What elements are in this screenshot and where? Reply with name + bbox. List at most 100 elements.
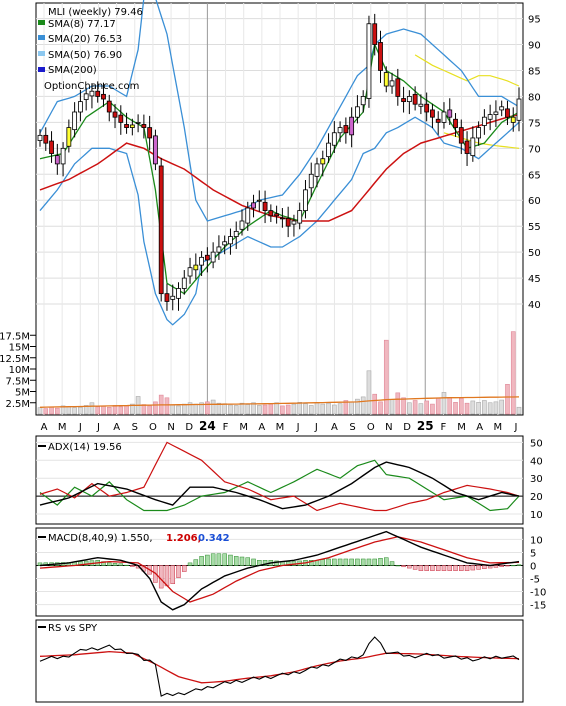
volume-bar	[482, 400, 487, 415]
candle-body	[262, 201, 268, 212]
volume-bar	[55, 407, 60, 415]
candle-body	[320, 158, 326, 165]
candle-body	[360, 96, 366, 106]
candle-body	[285, 218, 291, 227]
price-legend: MLI (weekly) 79.46 SMA(8) 77.17 SMA(20) …	[38, 7, 143, 92]
macd-histogram-bar	[124, 564, 129, 566]
macd-histogram-bar	[274, 560, 279, 566]
volume-bar	[412, 400, 418, 415]
volume-bar	[170, 404, 176, 415]
candle-body	[418, 103, 424, 107]
volume-bar	[447, 397, 453, 415]
macd-tick-label: -5	[530, 575, 540, 586]
volume-bar	[130, 403, 135, 415]
macd-histogram-bar	[222, 553, 227, 566]
candle-body	[383, 72, 389, 87]
month-tick-label: A	[258, 422, 265, 433]
rs-label: RS vs SPY	[48, 623, 98, 634]
candle-body	[331, 132, 337, 146]
adx-minus-di-line	[39, 441, 520, 512]
volume-bar	[251, 402, 256, 415]
macd-histogram-bar	[424, 565, 429, 571]
volume-bar	[187, 402, 193, 415]
volume-bar	[95, 406, 101, 415]
candle-body	[424, 103, 430, 113]
candle-body	[239, 220, 245, 230]
legend-sma8: SMA(8) 77.17	[48, 19, 116, 30]
legend-swatch-sma8	[38, 20, 45, 25]
price-tick-label: 95	[528, 15, 541, 26]
candle-body	[505, 108, 510, 118]
macd-line	[39, 530, 520, 611]
volume-bar	[343, 400, 349, 415]
candle-body	[303, 189, 308, 212]
volume-bar	[153, 401, 158, 415]
candle-body	[372, 23, 378, 45]
volume-bar	[233, 405, 239, 415]
candle-body	[124, 124, 129, 128]
macd-histogram-bar	[372, 558, 377, 566]
macd-histogram-bar	[418, 565, 424, 571]
candle-body	[412, 93, 418, 105]
macd-histogram-bar	[170, 565, 175, 584]
candle-body	[458, 127, 464, 144]
volume-bar	[49, 406, 54, 415]
macd-histogram-bar	[453, 565, 458, 571]
volume-bar	[285, 404, 291, 415]
macd-histogram-bar	[199, 556, 204, 566]
sma20-upper-band	[39, 0, 145, 134]
candle-body	[297, 210, 303, 224]
adx-tick-label: 40	[530, 456, 543, 467]
candle-body	[441, 111, 447, 123]
candle-body	[516, 98, 522, 121]
macd-histogram-bar	[205, 554, 210, 566]
macd-histogram-bar	[499, 565, 504, 567]
candle-body	[72, 111, 78, 131]
volume-bar	[297, 401, 302, 415]
macd-histogram-bar	[505, 565, 510, 567]
volume-bar	[239, 402, 245, 415]
grid-lines	[36, 3, 523, 606]
volume-bar	[274, 402, 279, 415]
macd-histogram-bar	[337, 558, 343, 566]
legend-sma50: SMA(50) 76.90	[48, 50, 122, 61]
adx-line	[39, 461, 520, 510]
candle-body	[83, 93, 89, 100]
adx-tick-label: 20	[530, 492, 543, 503]
volume-bar	[60, 405, 66, 415]
macd-histogram-bar	[130, 565, 135, 567]
macd-histogram-bar	[435, 565, 441, 571]
month-tick-label: M	[276, 422, 285, 433]
volume-bar	[401, 397, 406, 415]
candle-body	[193, 264, 199, 271]
candle-body	[464, 140, 470, 154]
month-tick-label: J	[296, 422, 300, 433]
candle-body	[251, 202, 256, 209]
macd-histogram-bar	[459, 565, 464, 571]
candle-body	[308, 173, 314, 189]
month-tick-label: J	[78, 422, 82, 433]
volume-bar	[37, 407, 43, 415]
volume-bars	[37, 331, 522, 415]
adx-tick-label: 10	[530, 510, 543, 521]
month-tick-label: S	[132, 422, 138, 433]
candle-body	[129, 124, 135, 128]
volume-tick-label: 10M	[9, 365, 30, 376]
month-tick-label: M	[239, 422, 248, 433]
volume-bar	[210, 399, 216, 415]
price-tick-label: 45	[528, 274, 541, 285]
volume-bar	[476, 401, 481, 415]
candle-body	[378, 42, 383, 71]
candle-body	[222, 241, 228, 246]
volume-bar	[464, 402, 470, 415]
rs-panel-frame	[35, 619, 524, 703]
volume-bar	[510, 331, 516, 415]
volume-bar	[228, 404, 233, 415]
macd-histogram-bar	[384, 557, 389, 566]
candle-body	[447, 109, 453, 118]
month-tick-label: D	[403, 422, 411, 433]
macd-histogram-bar	[343, 558, 349, 566]
volume-bar	[366, 370, 372, 415]
candle-body	[326, 142, 331, 158]
rs-legend: RS vs SPY	[38, 623, 98, 634]
